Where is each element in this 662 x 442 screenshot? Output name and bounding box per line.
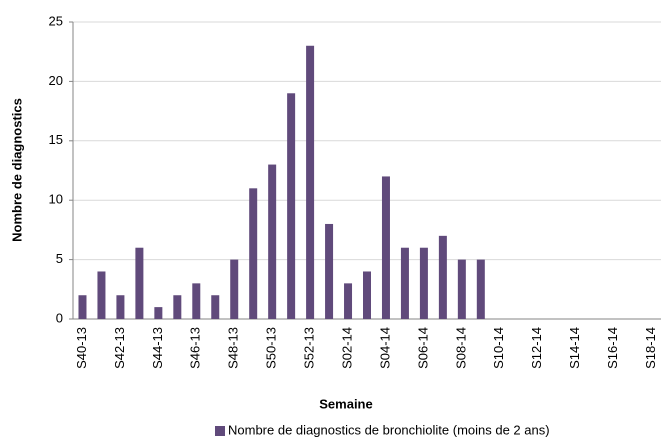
bar	[173, 295, 182, 319]
x-tick-label: S08-14	[453, 327, 468, 369]
x-tick-label: S12-14	[529, 327, 544, 369]
x-tick-label: S04-14	[377, 327, 392, 369]
legend-swatch	[215, 426, 225, 436]
x-tick-label: S46-13	[188, 327, 203, 369]
x-tick-label: S44-13	[150, 327, 165, 369]
x-tick-label: S18-14	[643, 327, 658, 369]
x-tick-label: S16-14	[605, 327, 620, 369]
x-tick-label: S10-14	[491, 327, 506, 369]
bar	[363, 271, 371, 319]
y-tick-label: 15	[49, 132, 63, 147]
x-tick-label: S02-14	[339, 327, 354, 369]
x-tick-label: S52-13	[302, 327, 317, 369]
bar	[438, 235, 447, 319]
legend-label: Nombre de diagnostics de bronchiolite (m…	[228, 422, 550, 437]
bar	[97, 271, 106, 319]
bar	[457, 259, 466, 319]
bar	[154, 307, 163, 319]
bar	[344, 283, 353, 319]
bar	[230, 259, 239, 319]
bar	[419, 247, 428, 319]
x-tick-label: S14-14	[567, 327, 582, 369]
x-tick-label: S50-13	[264, 327, 279, 369]
bar	[476, 259, 485, 319]
x-tick-label: S40-13	[74, 327, 89, 369]
y-tick-label: 0	[56, 310, 63, 325]
y-tick-label: 20	[49, 73, 63, 88]
bar	[400, 247, 409, 319]
y-tick-label: 10	[49, 192, 63, 207]
y-axis-title: Nombre de diagnostics	[9, 98, 24, 242]
bar	[211, 295, 220, 319]
bar	[306, 45, 315, 319]
y-tick-label: 25	[49, 13, 63, 28]
bar	[78, 295, 87, 319]
x-axis-title: Semaine	[319, 396, 372, 411]
x-tick-label: S06-14	[415, 327, 430, 369]
bar	[116, 295, 125, 319]
y-tick-label: 5	[56, 251, 63, 266]
bar	[381, 176, 390, 319]
bar	[135, 247, 144, 319]
bar	[268, 164, 277, 319]
x-tick-label: S48-13	[226, 327, 241, 369]
bar	[287, 93, 296, 319]
bar	[325, 223, 334, 319]
x-tick-label: S42-13	[112, 327, 127, 369]
bar	[249, 188, 258, 319]
bar	[192, 283, 201, 319]
